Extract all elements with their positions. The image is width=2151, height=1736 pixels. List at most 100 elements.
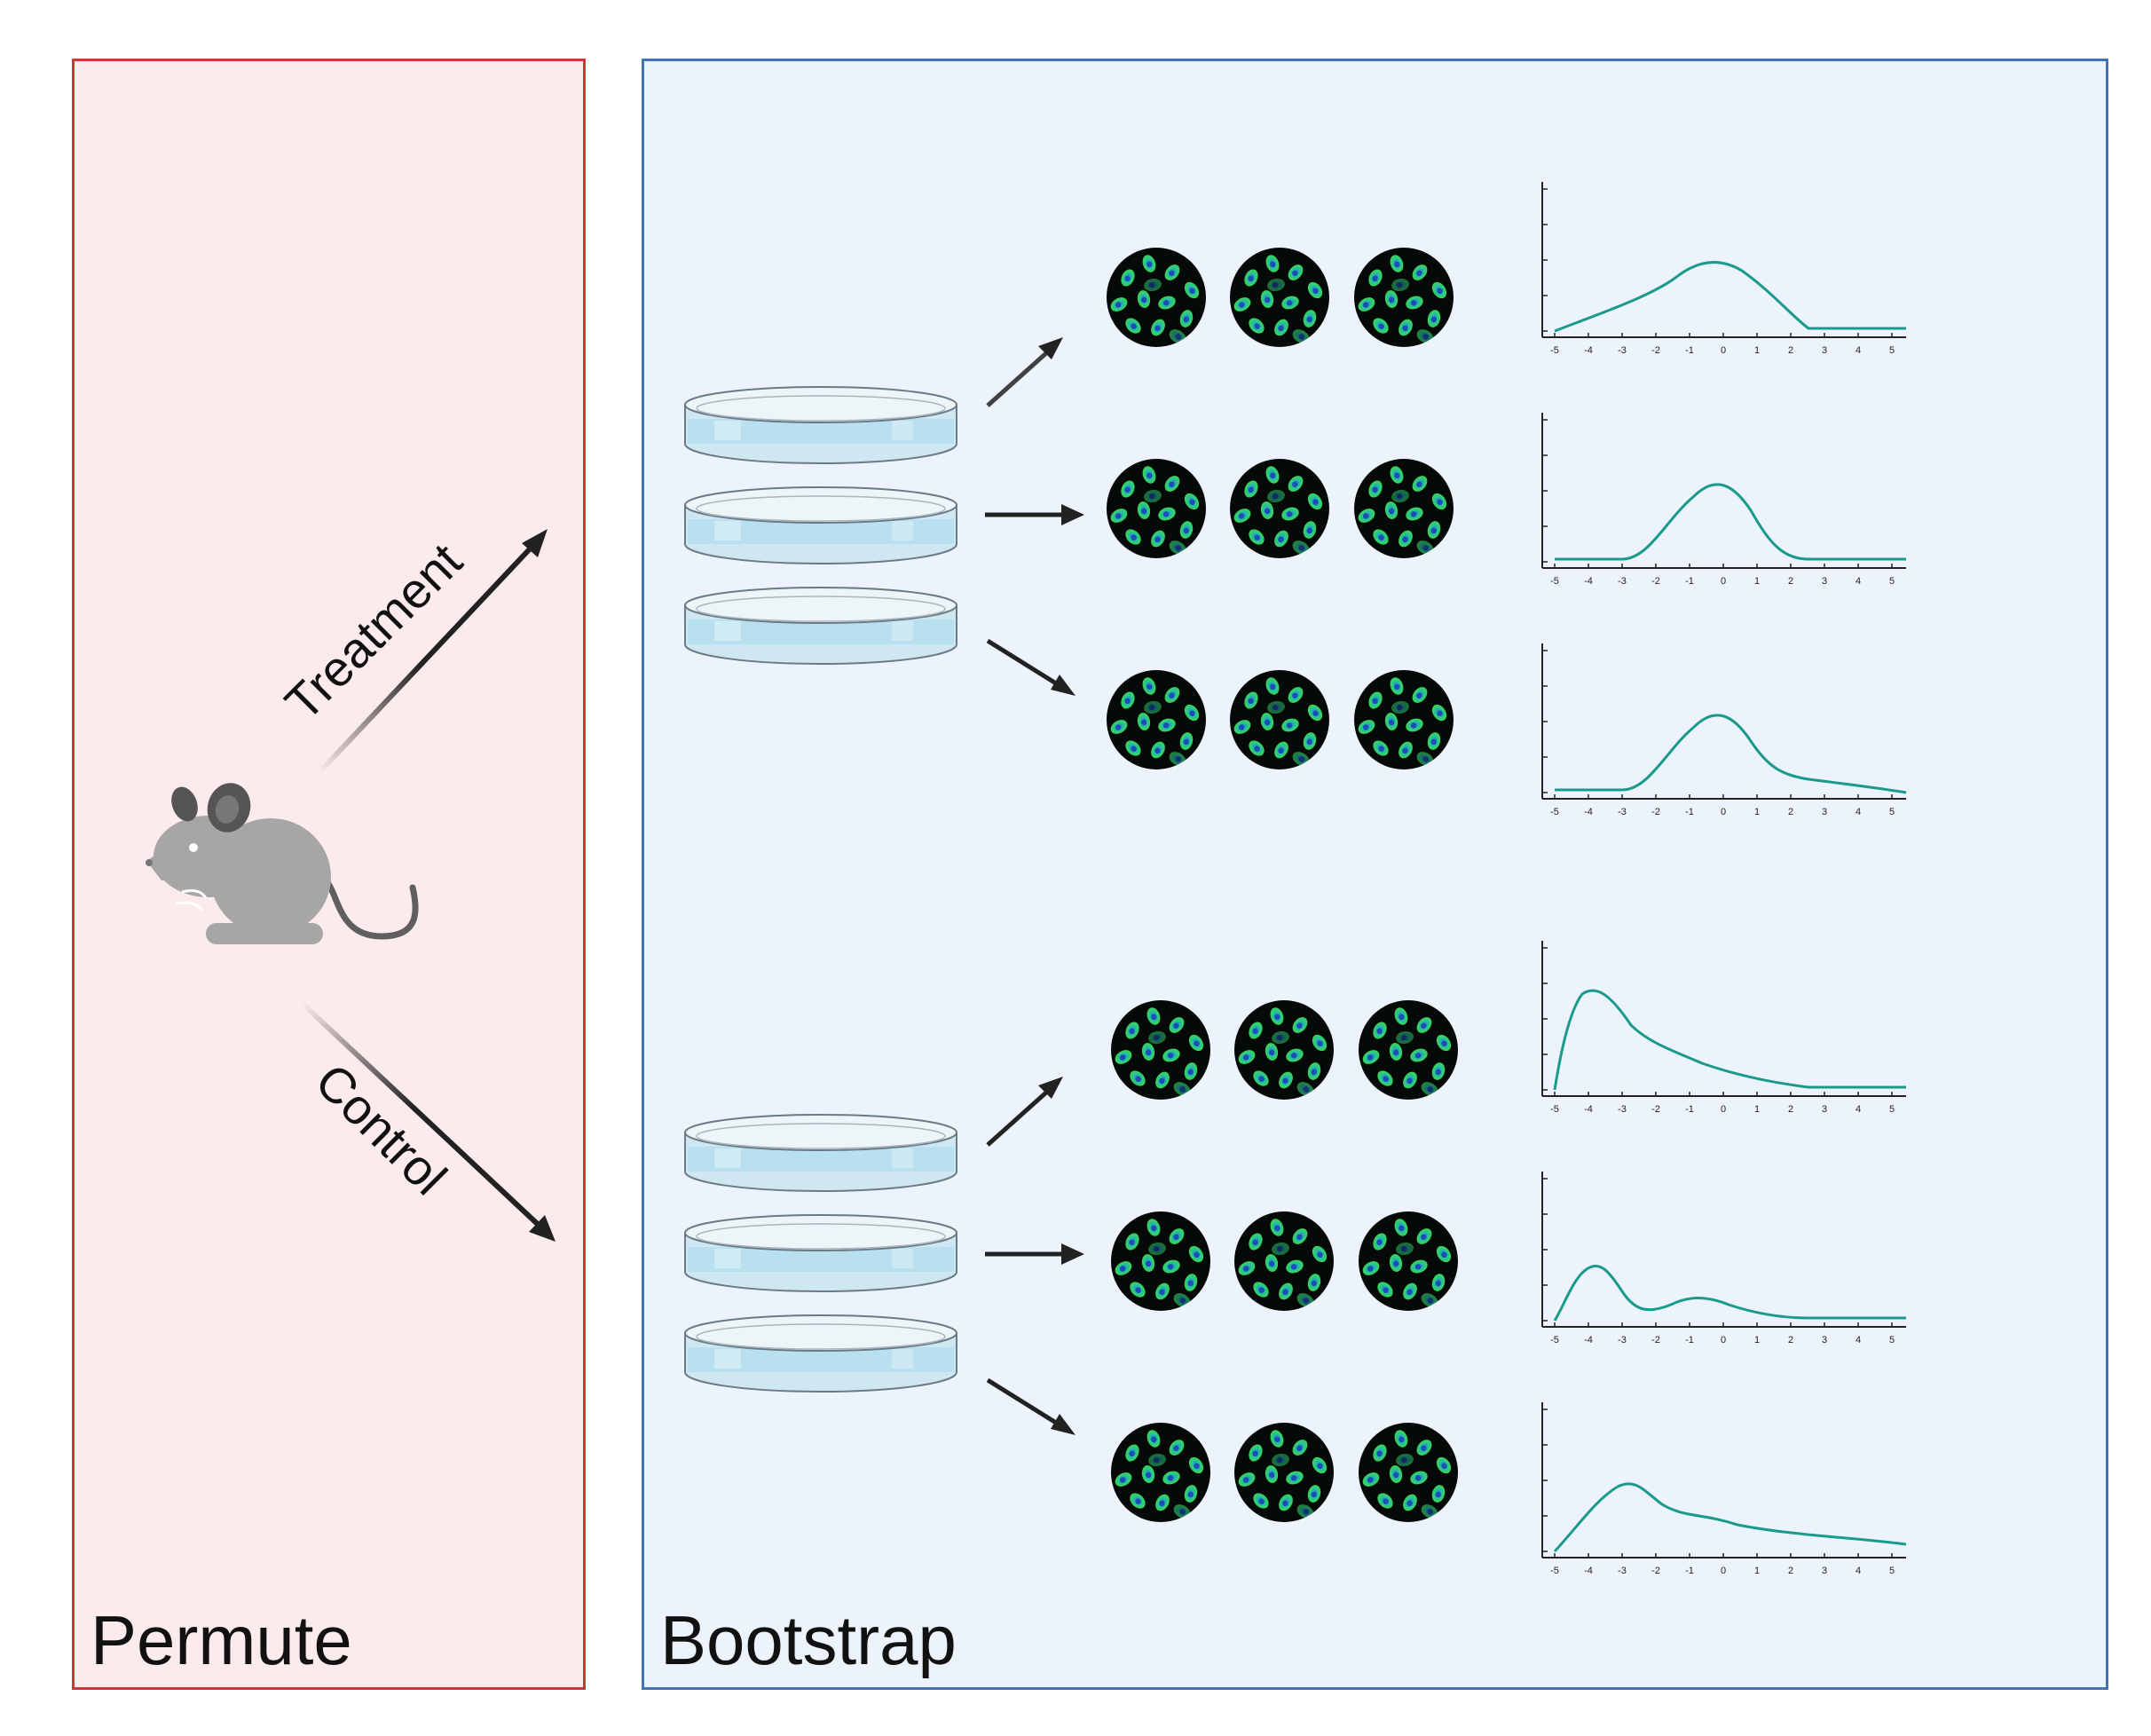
- x-tick-label: 5: [1889, 345, 1895, 356]
- x-tick-label: -3: [1618, 1104, 1627, 1115]
- microscopy-well-icon: [1230, 459, 1329, 558]
- x-tick-label: -4: [1584, 1104, 1593, 1115]
- microscopy-well-icon: [1230, 248, 1329, 347]
- x-tick-label: 5: [1889, 1104, 1895, 1115]
- x-tick-label: -2: [1651, 576, 1660, 587]
- mouse-icon: [146, 783, 419, 944]
- x-tick-label: 0: [1721, 345, 1726, 356]
- bootstrap-title: Bootstrap: [660, 1601, 957, 1679]
- x-tick-label: -5: [1550, 1335, 1559, 1345]
- microscopy-well-icon: [1234, 1211, 1334, 1311]
- x-tick-label: -4: [1584, 345, 1593, 356]
- x-tick-label: -3: [1618, 1335, 1627, 1345]
- x-tick-label: 4: [1856, 1335, 1861, 1345]
- x-tick-label: -1: [1685, 1335, 1694, 1345]
- x-tick-label: 1: [1754, 1566, 1760, 1576]
- x-tick-label: 2: [1788, 1104, 1793, 1115]
- x-tick-label: -2: [1651, 1335, 1660, 1345]
- microscopy-well-icon: [1359, 1000, 1458, 1100]
- x-tick-label: -3: [1618, 807, 1627, 817]
- x-tick-label: 4: [1856, 1104, 1861, 1115]
- microscopy-well-icon: [1111, 1211, 1210, 1311]
- x-tick-label: -4: [1584, 1566, 1593, 1576]
- microscopy-well-icon: [1354, 670, 1454, 769]
- x-tick-label: 1: [1754, 1335, 1760, 1345]
- x-tick-label: 5: [1889, 807, 1895, 817]
- x-tick-label: -3: [1618, 345, 1627, 356]
- x-tick-label: 3: [1822, 1335, 1827, 1345]
- x-tick-label: -5: [1550, 345, 1559, 356]
- microscopy-well-icon: [1359, 1423, 1458, 1522]
- permute-title: Permute: [91, 1601, 352, 1679]
- x-tick-label: -2: [1651, 1566, 1660, 1576]
- distribution-chart: -5 -4 -3 -2 -1 0 1 2 3 4 5: [1541, 1402, 1907, 1576]
- x-tick-label: -5: [1550, 1104, 1559, 1115]
- x-tick-label: -4: [1584, 576, 1593, 587]
- x-tick-label: 2: [1788, 1335, 1793, 1345]
- distribution-charts: -5 -4 -3 -2 -1 0 1 2 3 4 5 -5 -4 -3 -2 -1 0 1 2 3 4 5 -5 -4 -3 -2…: [1541, 182, 1907, 1576]
- microscopy-well-icon: [1107, 670, 1206, 769]
- microscopy-well-icon: [1107, 248, 1206, 347]
- x-tick-label: -1: [1685, 1566, 1694, 1576]
- x-tick-label: -3: [1618, 576, 1627, 587]
- x-tick-label: -1: [1685, 1104, 1694, 1115]
- microscopy-well-icon: [1111, 1423, 1210, 1522]
- density-curve: [1555, 714, 1907, 794]
- x-tick-label: -2: [1651, 807, 1660, 817]
- x-tick-label: 3: [1822, 576, 1827, 587]
- petri-dish-icon: [684, 486, 957, 564]
- x-tick-label: 0: [1721, 1566, 1726, 1576]
- x-tick-label: 0: [1721, 1104, 1726, 1115]
- dish-to-wells-arrows: [985, 337, 1084, 1435]
- x-tick-label: -5: [1550, 1566, 1559, 1576]
- x-tick-label: 3: [1822, 1566, 1827, 1576]
- x-tick-label: 3: [1822, 807, 1827, 817]
- microscopy-well-icon: [1111, 1000, 1210, 1100]
- dish-group-control: [684, 1114, 957, 1393]
- x-tick-label: 0: [1721, 807, 1726, 817]
- x-tick-label: -1: [1685, 576, 1694, 587]
- density-curve: [1553, 1264, 1906, 1322]
- x-tick-label: 2: [1788, 1566, 1793, 1576]
- microscopy-well-icon: [1107, 459, 1206, 558]
- microscopy-well-icon: [1354, 459, 1454, 558]
- x-tick-label: 2: [1788, 576, 1793, 587]
- dish-group-treatment: [684, 386, 957, 665]
- x-tick-label: -2: [1651, 1104, 1660, 1115]
- x-tick-label: 4: [1856, 345, 1861, 356]
- x-tick-label: 1: [1754, 1104, 1760, 1115]
- x-tick-label: -3: [1618, 1566, 1627, 1576]
- x-tick-label: -2: [1651, 345, 1660, 356]
- microscopy-well-icon: [1230, 670, 1329, 769]
- x-tick-label: 2: [1788, 345, 1793, 356]
- petri-dish-icon: [684, 587, 957, 665]
- wells-treatment: [1107, 248, 1454, 769]
- x-tick-label: 1: [1754, 807, 1760, 817]
- x-tick-label: 4: [1856, 1566, 1861, 1576]
- x-tick-label: 0: [1721, 576, 1726, 587]
- distribution-chart: -5 -4 -3 -2 -1 0 1 2 3 4 5: [1541, 413, 1906, 587]
- microscopy-well-icon: [1359, 1211, 1458, 1311]
- x-tick-label: 4: [1856, 576, 1861, 587]
- petri-dish-icon: [684, 1114, 957, 1192]
- x-tick-label: 3: [1822, 345, 1827, 356]
- distribution-chart: -5 -4 -3 -2 -1 0 1 2 3 4 5: [1541, 941, 1906, 1115]
- x-tick-label: -4: [1584, 807, 1593, 817]
- wells-control: [1111, 1000, 1458, 1522]
- x-tick-label: 1: [1754, 576, 1760, 587]
- distribution-chart: -5 -4 -3 -2 -1 0 1 2 3 4 5: [1541, 182, 1906, 356]
- density-curve: [1553, 989, 1906, 1091]
- distribution-chart: -5 -4 -3 -2 -1 0 1 2 3 4 5: [1541, 643, 1907, 817]
- x-tick-label: 5: [1889, 1335, 1895, 1345]
- microscopy-well-icon: [1234, 1423, 1334, 1522]
- x-tick-label: 2: [1788, 807, 1793, 817]
- distribution-chart: -5 -4 -3 -2 -1 0 1 2 3 4 5: [1541, 1172, 1906, 1345]
- x-tick-label: 5: [1889, 1566, 1895, 1576]
- petri-dish-icon: [684, 386, 957, 464]
- microscopy-well-icon: [1354, 248, 1454, 347]
- x-tick-label: 3: [1822, 1104, 1827, 1115]
- x-tick-label: 1: [1754, 345, 1760, 356]
- x-tick-label: -5: [1550, 576, 1559, 587]
- petri-dish-icon: [684, 1314, 957, 1393]
